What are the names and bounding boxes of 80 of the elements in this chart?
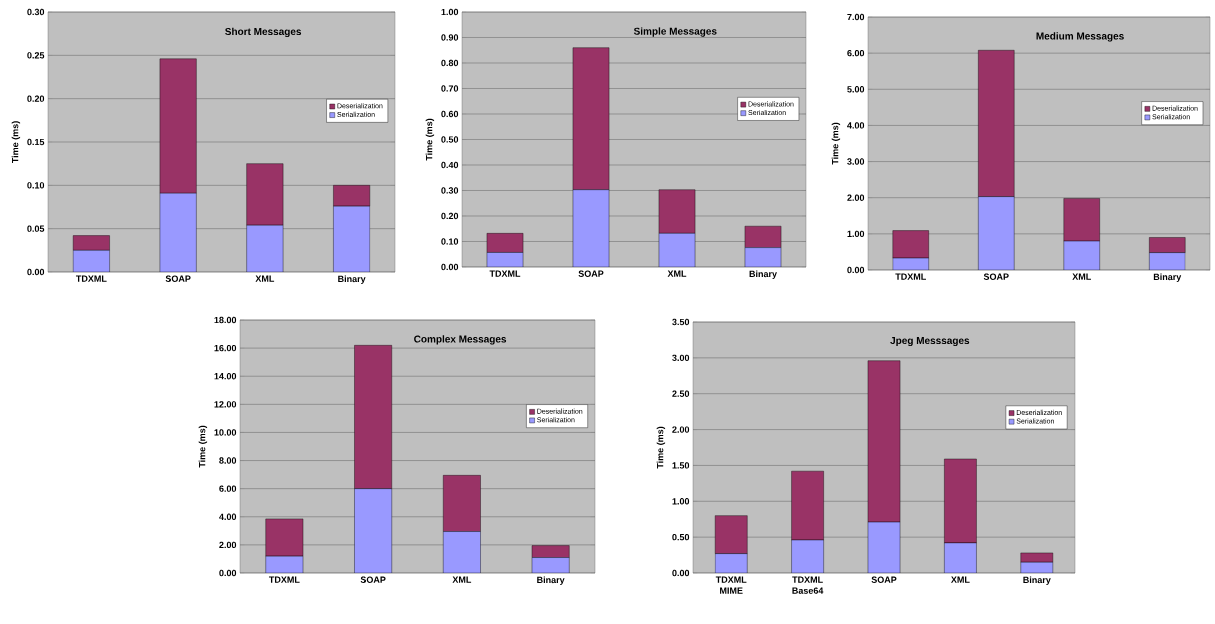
- x-tick-label: SOAP: [360, 576, 386, 583]
- x-tick-label: SOAP: [983, 273, 1009, 280]
- y-tick-label: 2.50: [672, 390, 690, 397]
- bar: [714, 553, 748, 573]
- x-tick-label: Binary: [1153, 273, 1182, 282]
- y-tick-label: 0.00: [219, 569, 237, 577]
- y-tick-label: 0.30: [27, 8, 45, 16]
- y-tick-label: 0.80: [441, 59, 459, 67]
- y-tick-label: 0.30: [441, 187, 459, 194]
- y-tick-label: 0.20: [441, 212, 459, 220]
- text: Medium Messages: [1036, 32, 1124, 42]
- y-tick-label: 7.00: [847, 13, 865, 21]
- y-tick-label: 18.00: [214, 316, 237, 324]
- x-tick-label: TDXML: [489, 270, 521, 277]
- x-tick-label: XML: [255, 275, 275, 282]
- x-tick-label: SOAP: [165, 275, 191, 282]
- y-tick-label: 16.00: [214, 344, 237, 352]
- x-tick-label: SOAP: [871, 576, 897, 583]
- x-tick-label: TDXML Base64: [792, 576, 824, 594]
- bar: [944, 542, 977, 573]
- y-tick-label: 3.00: [847, 158, 865, 165]
- y-tick-label: 8.00: [219, 457, 237, 464]
- y-tick-label: 0.10: [441, 238, 459, 245]
- y-tick-label: 0.70: [441, 85, 459, 92]
- x-tick-label: TDXML: [75, 275, 107, 282]
- y-tick-label: 12.00: [214, 401, 237, 408]
- y-axis-title: Time (ms): [198, 425, 208, 468]
- y-tick-label: 0.25: [27, 52, 45, 59]
- x-tick-label: XML: [1072, 273, 1091, 280]
- y-tick-label: 1.00: [672, 498, 690, 505]
- text: Short Messages: [225, 27, 302, 38]
- y-tick-label: 0.10: [27, 182, 45, 189]
- y-tick-label: 0.50: [441, 136, 459, 143]
- y-tick-label: 0.00: [672, 569, 690, 577]
- x-tick-label: XML: [950, 576, 970, 583]
- text: Simple Messages: [633, 27, 717, 37]
- y-tick-label: 1.00: [441, 8, 459, 16]
- x-tick-label: XML: [452, 576, 472, 583]
- y-tick-label: 5.00: [847, 86, 865, 93]
- x-tick-label: Binary: [338, 275, 366, 284]
- y-tick-label: 0.00: [847, 266, 865, 274]
- x-tick-label: SOAP: [578, 270, 604, 277]
- y-tick-label: 2.00: [847, 194, 865, 201]
- bar: [791, 539, 824, 573]
- x-tick-label: TDXML: [895, 273, 926, 280]
- y-tick-label: 4.00: [847, 122, 865, 129]
- y-axis-title: Time (ms): [831, 122, 841, 165]
- y-axis-title: Time (ms): [11, 121, 21, 164]
- y-tick-label: 0.50: [672, 533, 690, 541]
- y-tick-label: 2.00: [219, 541, 237, 549]
- y-axis-title: Time (ms): [656, 426, 666, 469]
- bar: [572, 189, 610, 267]
- y-tick-label: 1.50: [672, 462, 690, 469]
- x-tick-label: TDXML MIME: [715, 576, 747, 594]
- y-tick-label: 0.90: [441, 34, 459, 41]
- y-tick-label: 0.60: [441, 110, 459, 118]
- y-tick-label: 3.50: [672, 318, 690, 326]
- y-tick-label: 6.00: [847, 49, 865, 57]
- y-tick-label: 3.00: [672, 354, 690, 362]
- text: Complex Messages: [414, 335, 507, 345]
- y-tick-label: 0.00: [27, 268, 45, 276]
- y-tick-label: 6.00: [219, 485, 237, 492]
- y-tick-label: 0.40: [441, 161, 459, 169]
- text: Jpeg Messsages: [890, 337, 970, 347]
- bar: [867, 521, 901, 573]
- y-tick-label: 1.00: [847, 230, 865, 238]
- x-tick-label: XML: [667, 270, 687, 277]
- y-tick-label: 2.00: [672, 426, 690, 433]
- y-tick-label: 0.15: [27, 138, 45, 146]
- y-tick-label: 14.00: [214, 373, 237, 380]
- y-tick-label: 0.05: [27, 225, 45, 232]
- y-axis-title: Time (ms): [425, 118, 435, 161]
- y-tick-label: 0.20: [27, 95, 45, 102]
- x-tick-label: Binary: [749, 270, 777, 279]
- x-tick-label: TDXML: [268, 576, 300, 583]
- x-tick-label: Binary: [537, 576, 565, 585]
- x-tick-label: Binary: [1023, 576, 1051, 585]
- y-tick-label: 0.00: [441, 263, 459, 271]
- y-tick-label: 10.00: [214, 429, 237, 436]
- y-tick-label: 4.00: [219, 513, 237, 520]
